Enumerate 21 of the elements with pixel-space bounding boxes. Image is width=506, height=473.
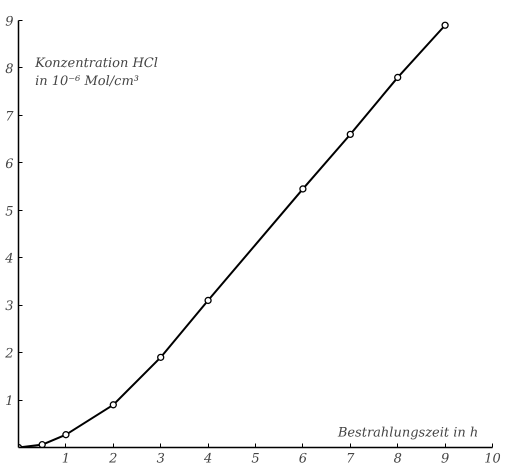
x-tick-label: 2 [108,452,118,466]
y-tick-label: 5 [5,204,14,220]
x-tick-label: 9 [440,452,450,466]
y-tick-label: 2 [4,346,14,362]
x-tick-label: 10 [484,452,501,466]
x-axis-title: Bestrahlungszeit in h [336,425,478,440]
y-tick-label: 6 [5,156,14,172]
x-tick-label: 7 [346,452,356,466]
y-tick-label: 7 [5,109,14,124]
y-axis-title: Konzentration HCl in 10⁻⁶ Mol/cm³ [34,56,158,90]
y-tick-label: 1 [5,394,14,410]
x-tick-label: 8 [394,452,402,466]
x-tick-label: 3 [156,452,165,466]
y-tick-label: 3 [5,299,14,314]
y-tick-label: 8 [5,62,14,77]
x-tick-label: 5 [251,452,260,466]
y-tick-label: 4 [4,252,14,267]
y-tick-label: 9 [5,14,14,30]
x-tick-label: 1 [62,452,70,466]
x-tick-label: 4 [202,452,212,466]
x-tick-label: 6 [298,452,308,466]
